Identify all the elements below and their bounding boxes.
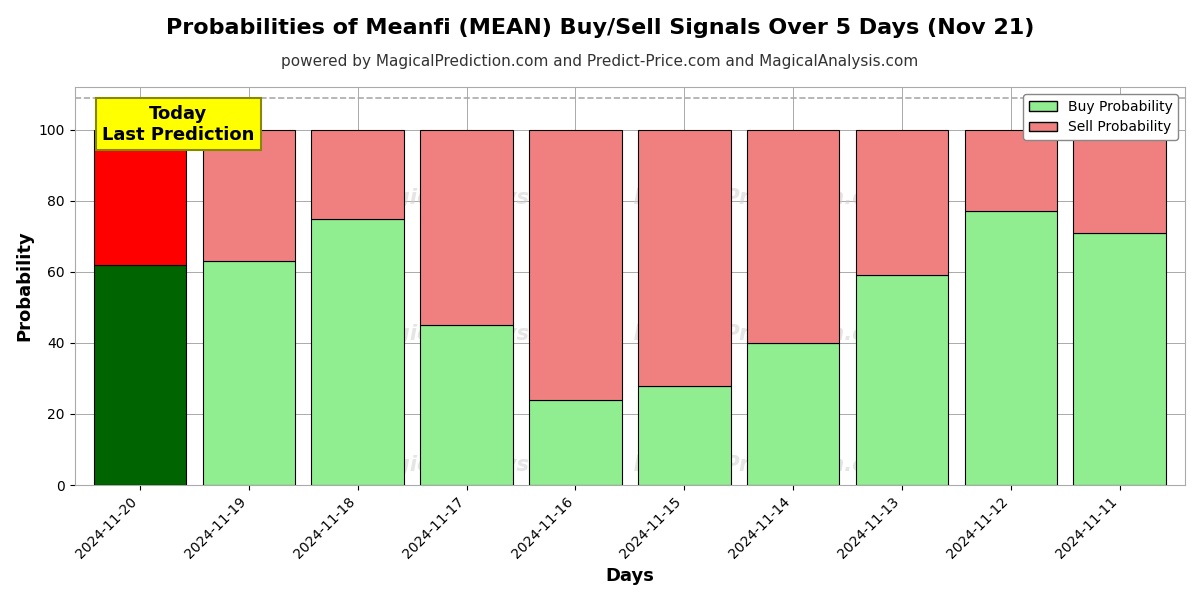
Bar (856, 275, 948, 485)
Text: MagicalAnalysis.com    MagicalPrediction.com: MagicalAnalysis.com MagicalPrediction.co… (360, 455, 900, 475)
Bar (312, 130, 404, 218)
Bar (965, 130, 1057, 211)
Bar (94, 130, 186, 265)
Legend: Buy Probability, Sell Probability: Buy Probability, Sell Probability (1024, 94, 1178, 140)
X-axis label: Days: Days (605, 567, 654, 585)
Bar (965, 211, 1057, 485)
Bar (312, 218, 404, 485)
Bar (94, 265, 186, 485)
Bar (529, 400, 622, 485)
Text: MagicalAnalysis.com    MagicalPrediction.com: MagicalAnalysis.com MagicalPrediction.co… (360, 324, 900, 344)
Text: Probabilities of Meanfi (MEAN) Buy/Sell Signals Over 5 Days (Nov 21): Probabilities of Meanfi (MEAN) Buy/Sell … (166, 18, 1034, 38)
Bar (1074, 233, 1166, 485)
Bar (420, 130, 512, 325)
Bar (203, 261, 295, 485)
Text: Today
Last Prediction: Today Last Prediction (102, 105, 254, 143)
Bar (746, 130, 839, 343)
Bar (746, 343, 839, 485)
Bar (1074, 130, 1166, 233)
Bar (638, 130, 731, 386)
Text: powered by MagicalPrediction.com and Predict-Price.com and MagicalAnalysis.com: powered by MagicalPrediction.com and Pre… (281, 54, 919, 69)
Text: MagicalAnalysis.com    MagicalPrediction.com: MagicalAnalysis.com MagicalPrediction.co… (360, 188, 900, 208)
Bar (420, 325, 512, 485)
Bar (638, 386, 731, 485)
Bar (529, 130, 622, 400)
Bar (203, 130, 295, 261)
Bar (856, 130, 948, 275)
Y-axis label: Probability: Probability (16, 230, 34, 341)
